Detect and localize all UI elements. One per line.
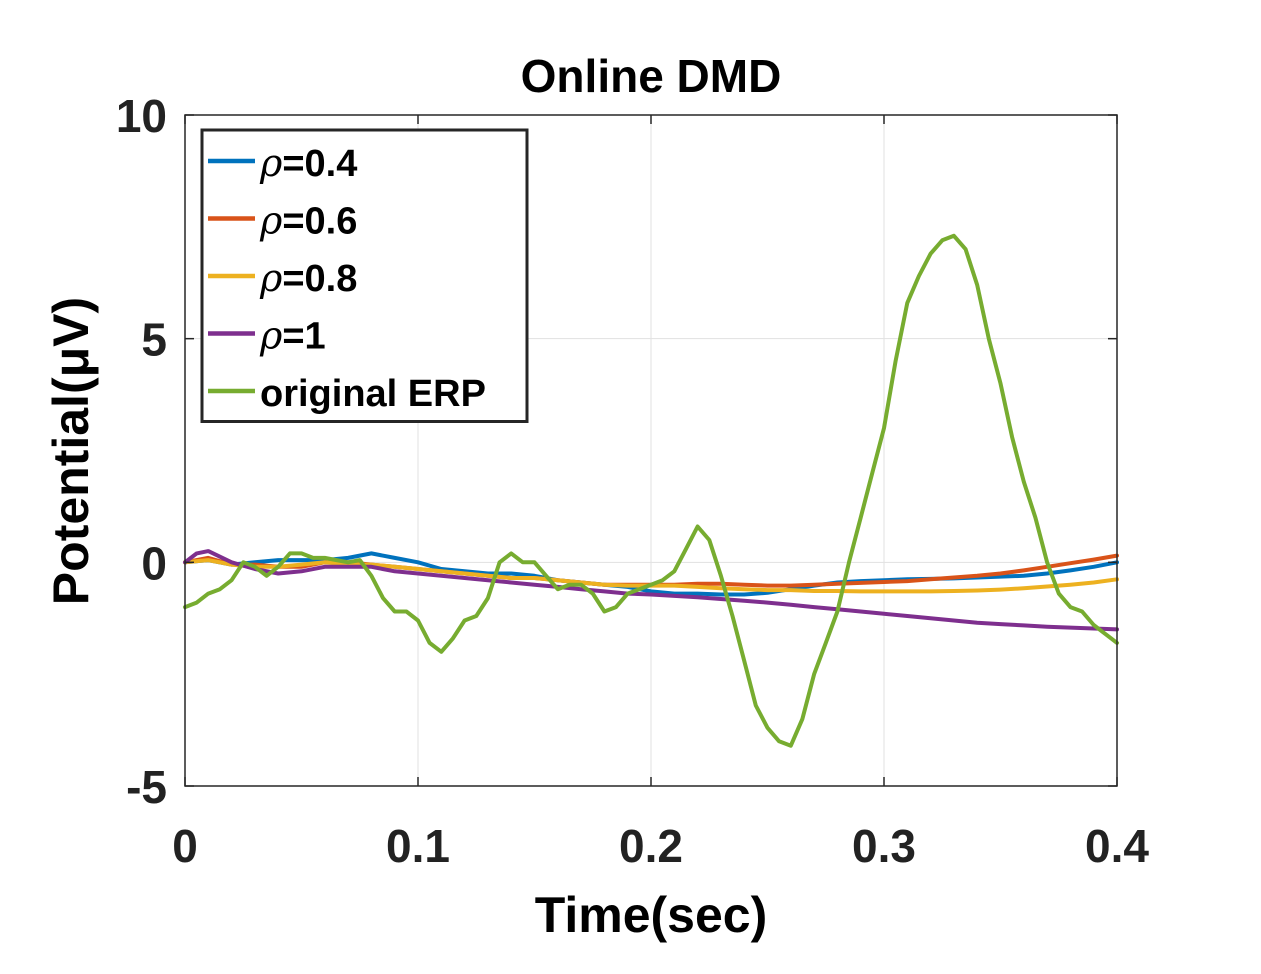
legend-symbol: ρ bbox=[259, 199, 283, 243]
legend-box bbox=[200, 128, 529, 423]
y-tick-label: -5 bbox=[126, 761, 167, 813]
x-tick-label: 0 bbox=[172, 820, 198, 872]
legend-entry-2: ρ=0.8 bbox=[259, 256, 357, 300]
legend-symbol: ρ bbox=[259, 256, 283, 300]
legend-entry-4: original ERP bbox=[260, 373, 486, 415]
series-line-3 bbox=[183, 549, 1119, 632]
legend-label: =1 bbox=[282, 316, 325, 358]
y-tick-label: 10 bbox=[116, 90, 167, 142]
series-lines bbox=[183, 233, 1119, 748]
x-tick-label: 0.2 bbox=[619, 820, 683, 872]
x-axis-label: Time(sec) bbox=[535, 887, 768, 943]
x-tick-label: 0.4 bbox=[1085, 820, 1149, 872]
y-axis-label: Potential(μV) bbox=[43, 297, 99, 605]
legend-label: =0.8 bbox=[282, 258, 357, 300]
legend-symbol: ρ bbox=[259, 314, 283, 358]
legend-entry-0: ρ=0.4 bbox=[259, 141, 357, 185]
legend-label: =0.4 bbox=[282, 143, 357, 185]
series-line-4 bbox=[183, 233, 1119, 748]
chart-title: Online DMD bbox=[521, 50, 782, 102]
x-tick-label: 0.1 bbox=[386, 820, 450, 872]
legend-entry-1: ρ=0.6 bbox=[259, 199, 357, 243]
y-tick-label: 5 bbox=[141, 314, 167, 366]
legend-entry-3: ρ=1 bbox=[259, 314, 326, 358]
x-tick-label: 0.3 bbox=[852, 820, 916, 872]
legend-label: original ERP bbox=[260, 373, 486, 415]
legend-label: =0.6 bbox=[282, 201, 357, 243]
legend-symbol: ρ bbox=[259, 141, 283, 185]
y-tick-label: 0 bbox=[141, 537, 167, 589]
